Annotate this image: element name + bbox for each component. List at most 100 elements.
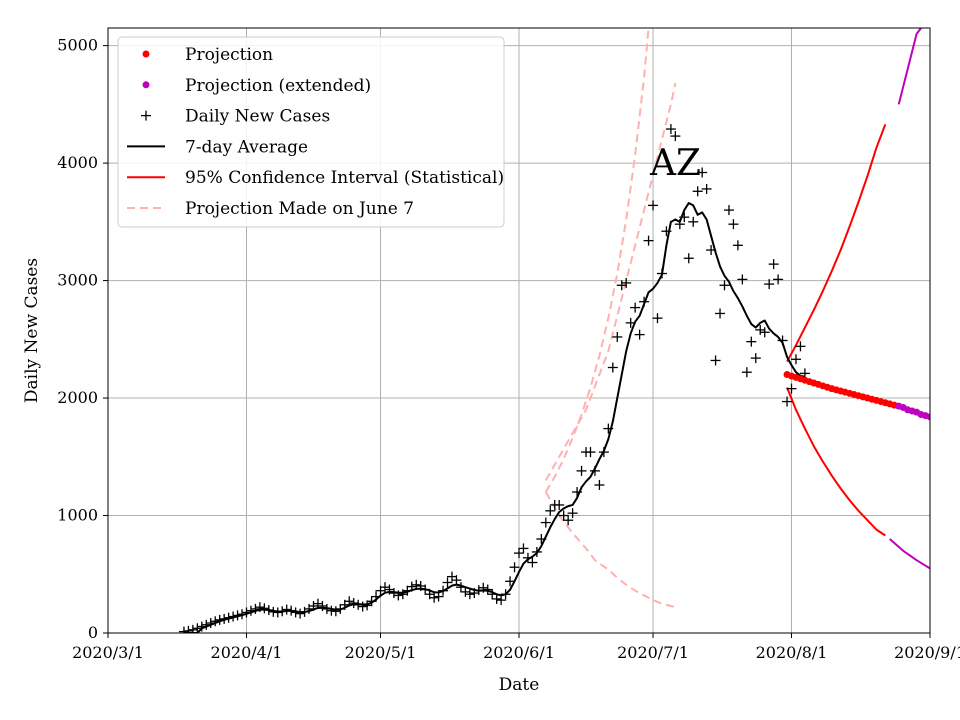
daily-cases-point — [750, 353, 761, 364]
daily-cases-point — [540, 517, 551, 528]
legend-label-avg7: 7-day Average — [185, 137, 308, 157]
daily-cases-point — [210, 616, 221, 627]
daily-cases-point — [259, 603, 270, 614]
daily-cases-point — [496, 595, 507, 606]
daily-cases-point — [536, 534, 547, 545]
daily-cases-point — [178, 626, 189, 633]
daily-cases-point — [451, 575, 462, 586]
daily-cases-point — [741, 367, 752, 378]
daily-cases-point — [241, 607, 252, 618]
x-tick-label: 2020/7/1 — [617, 643, 689, 662]
daily-cases-point — [616, 280, 627, 291]
daily-cases-point — [433, 591, 444, 602]
projection-extended-point — [940, 418, 947, 425]
daily-cases-point — [429, 592, 440, 603]
daily-cases-point — [308, 600, 319, 611]
daily-cases-point — [786, 383, 797, 394]
daily-cases-point — [656, 268, 667, 279]
projection-extended-point — [953, 423, 960, 430]
daily-cases-point — [500, 589, 511, 600]
daily-cases-point — [612, 331, 623, 342]
daily-cases-point — [312, 598, 323, 609]
daily-cases-point — [643, 235, 654, 246]
daily-cases-point — [509, 562, 520, 573]
daily-cases-point — [473, 585, 484, 596]
daily-cases-point — [183, 625, 194, 633]
daily-cases-point — [782, 396, 793, 407]
x-axis: 2020/3/1 2020/4/1 2020/5/1 2020/6/1 2020/7/1… — [72, 633, 960, 662]
daily-cases-point — [598, 447, 609, 458]
daily-cases-point — [639, 296, 650, 307]
daily-cases-point — [652, 313, 663, 324]
daily-cases-point — [277, 606, 288, 617]
daily-cases-point — [697, 167, 708, 178]
legend-label-projection: Projection — [185, 45, 273, 65]
daily-cases-point — [192, 623, 203, 633]
daily-cases-point — [518, 543, 529, 554]
daily-cases-point — [558, 510, 569, 521]
ci-upper-line — [786, 123, 887, 363]
daily-cases-point — [701, 183, 712, 194]
daily-cases-point — [411, 579, 422, 590]
daily-cases-point — [201, 619, 212, 630]
legend-label-daily_cases: Daily New Cases — [185, 107, 330, 127]
y-tick-label: 2000 — [57, 388, 98, 407]
legend-label-ci: 95% Confidence Interval (Statistical) — [185, 168, 504, 188]
ci-upper-extended-line — [897, 28, 922, 105]
daily-cases-point — [321, 603, 332, 614]
daily-cases-point — [755, 324, 766, 335]
daily-cases-point — [348, 598, 359, 609]
daily-cases-point — [679, 212, 690, 223]
daily-cases-point — [723, 205, 734, 216]
daily-cases-point — [737, 274, 748, 285]
daily-cases-point — [464, 589, 475, 600]
daily-cases-point — [603, 423, 614, 434]
daily-cases-point — [442, 577, 453, 588]
projection-extended-point — [949, 420, 956, 427]
daily-cases-point — [746, 336, 757, 347]
daily-cases-point — [388, 588, 399, 599]
june7-projection-upper-line — [544, 28, 650, 493]
daily-cases-point — [487, 589, 498, 600]
daily-cases-point — [482, 584, 493, 595]
daily-cases-point — [205, 618, 216, 629]
daily-cases-point — [223, 612, 234, 623]
daily-cases-point — [344, 596, 355, 607]
daily-cases-point — [245, 605, 256, 616]
daily-cases-point — [362, 600, 373, 611]
y-axis: 0 1000 2000 3000 4000 5000 — [57, 36, 108, 642]
daily-cases-point — [607, 362, 618, 373]
daily-cases-point — [272, 607, 283, 618]
daily-cases-point — [214, 614, 225, 625]
projection-extended-point — [931, 415, 938, 422]
daily-cases-point — [625, 317, 636, 328]
x-axis-label: Date — [499, 675, 540, 695]
daily-cases-point — [402, 585, 413, 596]
daily-cases-point — [670, 131, 681, 142]
plot-area — [178, 28, 960, 633]
daily-cases-point — [790, 354, 801, 365]
daily-cases-point — [683, 253, 694, 264]
daily-cases-point — [715, 308, 726, 319]
state-label: AZ — [649, 143, 701, 184]
daily-cases-point — [764, 279, 775, 290]
legend-label-june7: Projection Made on June 7 — [185, 199, 414, 219]
ci-lower-line — [786, 387, 886, 537]
daily-cases-point — [335, 603, 346, 614]
daily-cases-point — [250, 603, 261, 614]
daily-cases-point — [688, 216, 699, 227]
daily-cases-point — [290, 607, 301, 618]
daily-cases-point — [237, 609, 248, 620]
daily-cases-point — [371, 591, 382, 602]
daily-cases-point — [576, 465, 587, 476]
daily-cases-point — [357, 601, 368, 612]
daily-cases-point — [254, 602, 265, 613]
daily-cases-point — [353, 599, 364, 610]
projection-extended-point — [926, 413, 930, 421]
legend-marker-projection_extended — [142, 81, 150, 89]
daily-cases-point — [505, 576, 516, 587]
daily-cases-point — [732, 240, 743, 251]
y-tick-label: 3000 — [57, 271, 98, 290]
daily-cases-point — [648, 200, 659, 211]
